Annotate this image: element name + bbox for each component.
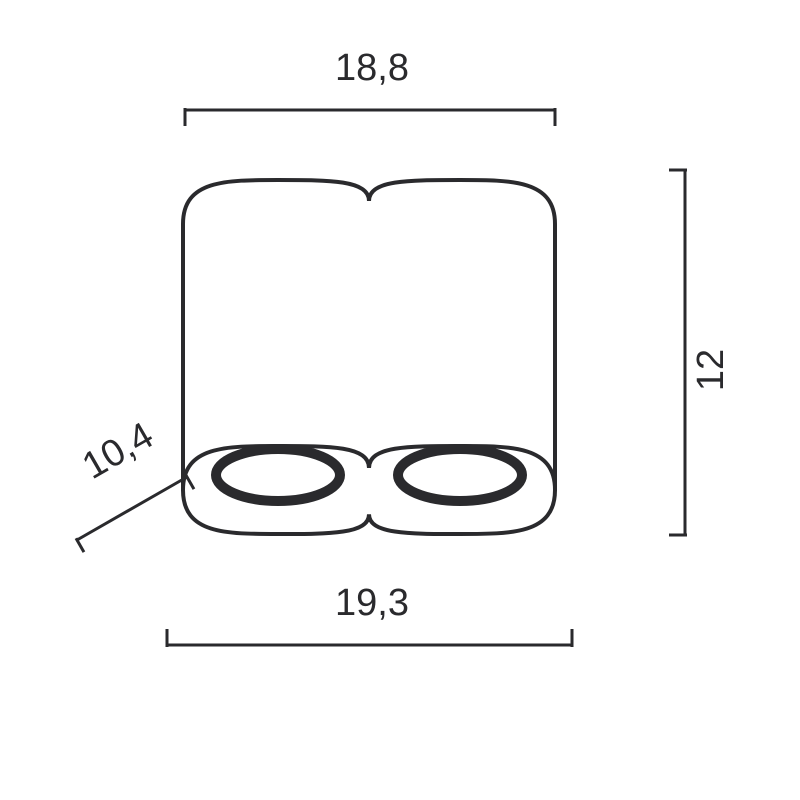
spot-aperture: [216, 449, 340, 501]
dimension-depth-tick-b: [186, 475, 194, 489]
dimension-top: 18,8: [185, 47, 555, 126]
dimension-depth-line: [77, 477, 187, 540]
dimension-bottom: 19,3: [167, 582, 572, 647]
product-outline: [183, 180, 555, 534]
dimension-top-label: 18,8: [335, 47, 409, 89]
dimension-depth: 10,4: [76, 414, 194, 552]
dimension-depth-tick-a: [76, 538, 84, 552]
dimension-right-label: 12: [690, 349, 732, 391]
dimension-drawing: 18,8 19,3 12 10,4: [0, 0, 800, 800]
dimension-right: 12: [669, 170, 732, 535]
spot-aperture: [398, 449, 522, 501]
dimension-bottom-label: 19,3: [335, 582, 409, 624]
dimension-depth-label: 10,4: [76, 414, 161, 487]
